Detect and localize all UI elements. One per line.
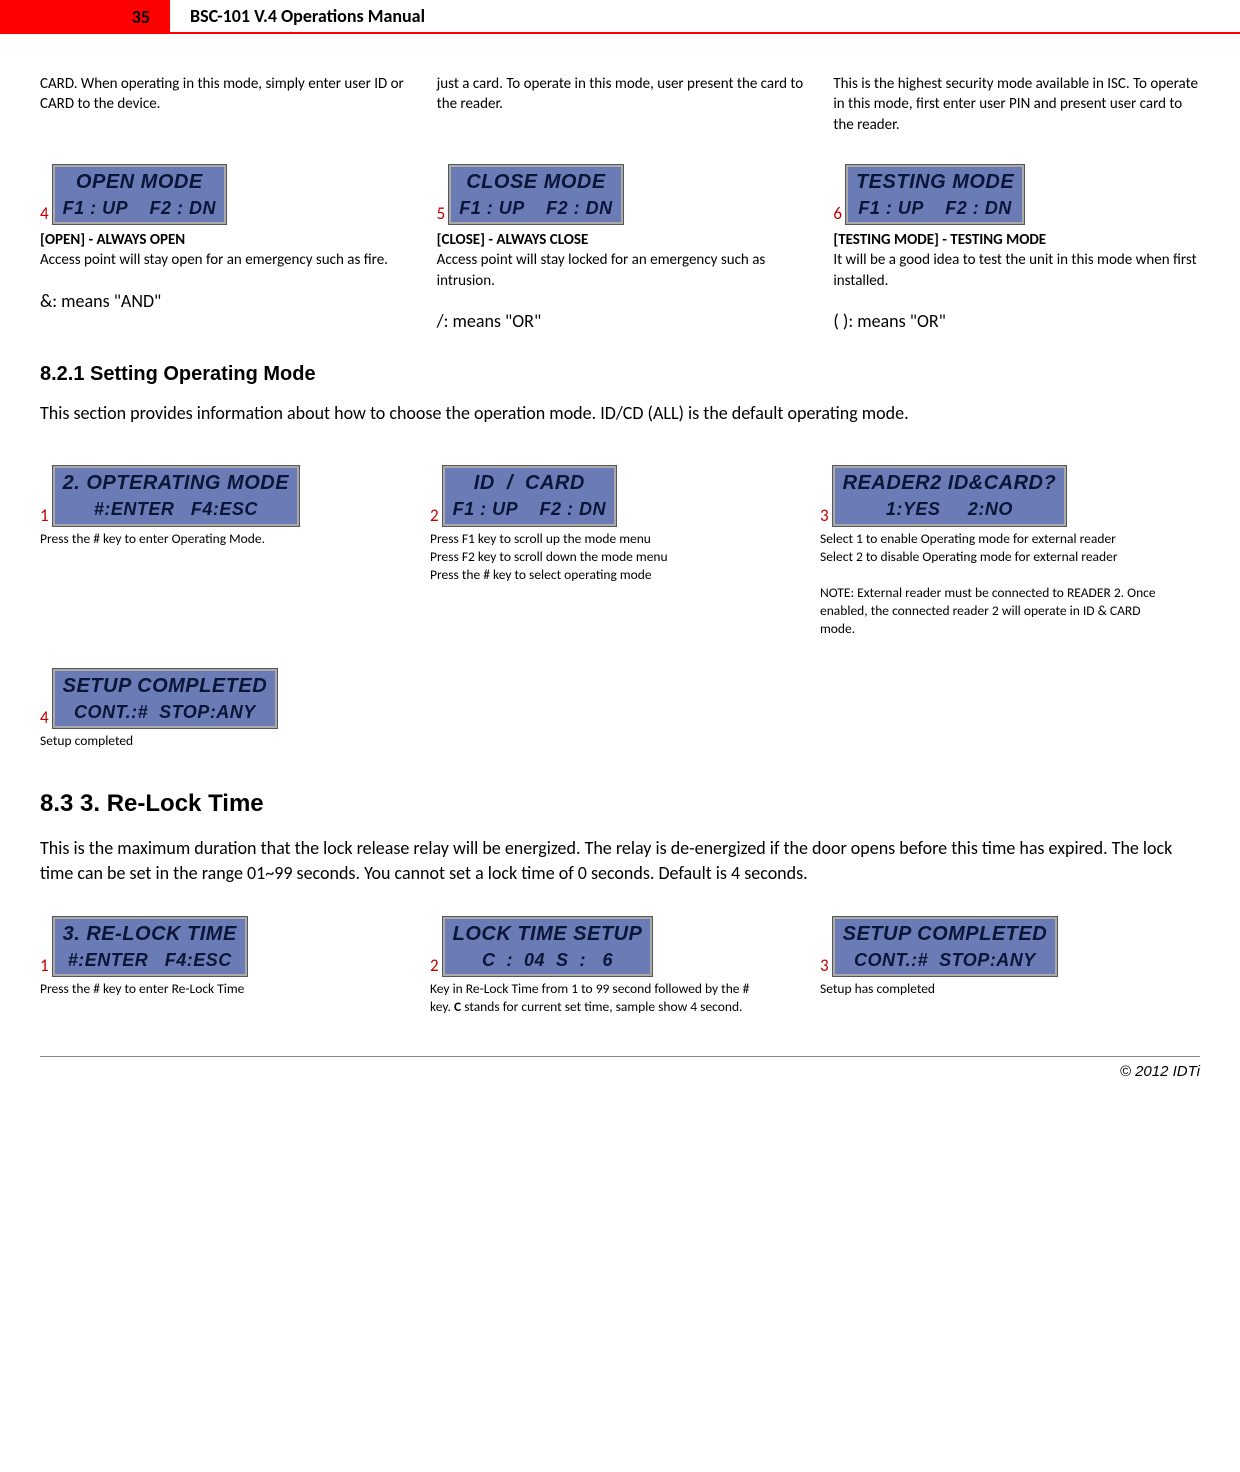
step-number: 4 [40, 707, 49, 730]
lcd-line1: READER2 ID&CARD? [843, 470, 1057, 497]
top-desc-3: This is the highest security mode availa… [833, 74, 1200, 135]
step-number: 3 [820, 955, 829, 978]
lcd-line1: LOCK TIME SETUP [453, 921, 643, 948]
step-caption: Select 1 to enable Operating mode for ex… [820, 530, 1160, 566]
mode-desc: Access point will stay open for an emerg… [40, 250, 407, 270]
legend-or-paren: ( ): means "OR" [833, 309, 1200, 333]
legend-and: &: means "AND" [40, 289, 407, 313]
lcd-line2: CONT.:# STOP:ANY [63, 700, 268, 724]
mode-desc: It will be a good idea to test the unit … [833, 250, 1200, 291]
step-number: 1 [40, 505, 49, 528]
lcd-display: READER2 ID&CARD? 1:YES 2:NO [833, 466, 1067, 525]
step-83-2: 2 LOCK TIME SETUP C : 04 S : 6 Key in Re… [430, 917, 770, 1017]
top-desc-row: CARD. When operating in this mode, simpl… [40, 74, 1200, 135]
mode-row: 4 OPEN MODE F1 : UP F2 : DN [OPEN] - ALW… [40, 165, 1200, 333]
lcd-line1: 2. OPTERATING MODE [63, 470, 289, 497]
heading-821: 8.2.1 Setting Operating Mode [40, 363, 1200, 386]
lcd-line2: F1 : UP F2 : DN [63, 196, 216, 220]
lcd-display: ID / CARD F1 : UP F2 : DN [443, 466, 616, 525]
caption-post: stands for current set time, sample show… [461, 998, 742, 1015]
step-number: 4 [40, 203, 49, 226]
lcd-line1: OPEN MODE [63, 169, 216, 196]
step-caption: Setup has completed [820, 980, 1160, 998]
manual-title: BSC-101 V.4 Operations Manual [170, 0, 1240, 34]
step-821-2: 2 ID / CARD F1 : UP F2 : DN Press F1 key… [430, 466, 770, 638]
step-number: 5 [437, 203, 446, 226]
lcd-line2: #:ENTER F4:ESC [63, 948, 237, 972]
lcd-display: SETUP COMPLETED CONT.:# STOP:ANY [53, 669, 278, 728]
lcd-display: OPEN MODE F1 : UP F2 : DN [53, 165, 226, 224]
step-caption: Key in Re-Lock Time from 1 to 99 second … [430, 980, 770, 1016]
mode-desc: Access point will stay locked for an eme… [437, 250, 804, 291]
lcd-display: 2. OPTERATING MODE #:ENTER F4:ESC [53, 466, 299, 525]
lcd-line2: #:ENTER F4:ESC [63, 497, 289, 521]
mode-open: 4 OPEN MODE F1 : UP F2 : DN [OPEN] - ALW… [40, 165, 407, 333]
lcd-display: TESTING MODE F1 : UP F2 : DN [846, 165, 1024, 224]
lcd-line2: 1:YES 2:NO [843, 497, 1057, 521]
steps-821-row1: 1 2. OPTERATING MODE #:ENTER F4:ESC Pres… [40, 466, 1200, 638]
mode-title: [TESTING MODE] - TESTING MODE [833, 230, 1200, 250]
page-header: 35 BSC-101 V.4 Operations Manual [0, 0, 1240, 34]
lcd-line1: CLOSE MODE [459, 169, 612, 196]
page-number: 35 [0, 0, 170, 34]
lcd-line2: F1 : UP F2 : DN [856, 196, 1014, 220]
body-83: This is the maximum duration that the lo… [40, 836, 1200, 886]
lcd-line1: 3. RE-LOCK TIME [63, 921, 237, 948]
step-number: 2 [430, 955, 439, 978]
lcd-display: SETUP COMPLETED CONT.:# STOP:ANY [833, 917, 1058, 976]
step-caption: Setup completed [40, 732, 380, 750]
step-number: 2 [430, 505, 439, 528]
lcd-line1: TESTING MODE [856, 169, 1014, 196]
heading-83: 8.3 3. Re-Lock Time [40, 790, 1200, 818]
step-caption: Press the # key to enter Re-Lock Time [40, 980, 380, 998]
step-caption: Press the # key to enter Operating Mode. [40, 530, 380, 548]
lcd-line1: ID / CARD [453, 470, 606, 497]
mode-close: 5 CLOSE MODE F1 : UP F2 : DN [CLOSE] - A… [437, 165, 804, 333]
steps-821-row2: 4 SETUP COMPLETED CONT.:# STOP:ANY Setup… [40, 669, 1200, 751]
steps-83-row1: 1 3. RE-LOCK TIME #:ENTER F4:ESC Press t… [40, 917, 1200, 1017]
step-821-1: 1 2. OPTERATING MODE #:ENTER F4:ESC Pres… [40, 466, 380, 638]
lcd-line2: CONT.:# STOP:ANY [843, 948, 1048, 972]
step-number: 6 [833, 203, 842, 226]
step-83-1: 1 3. RE-LOCK TIME #:ENTER F4:ESC Press t… [40, 917, 380, 1017]
lcd-line1: SETUP COMPLETED [843, 921, 1048, 948]
step-821-3: 3 READER2 ID&CARD? 1:YES 2:NO Select 1 t… [820, 466, 1160, 638]
page-footer: © 2012 IDTi [40, 1056, 1200, 1080]
step-number: 3 [820, 505, 829, 528]
body-821: This section provides information about … [40, 401, 1200, 426]
lcd-line2: C : 04 S : 6 [453, 948, 643, 972]
lcd-line2: F1 : UP F2 : DN [453, 497, 606, 521]
top-desc-1: CARD. When operating in this mode, simpl… [40, 74, 407, 135]
lcd-line1: SETUP COMPLETED [63, 673, 268, 700]
top-desc-2: just a card. To operate in this mode, us… [437, 74, 804, 135]
lcd-display: 3. RE-LOCK TIME #:ENTER F4:ESC [53, 917, 247, 976]
mode-title: [OPEN] - ALWAYS OPEN [40, 230, 407, 250]
step-note: NOTE: External reader must be connected … [820, 584, 1160, 639]
lcd-display: LOCK TIME SETUP C : 04 S : 6 [443, 917, 653, 976]
step-83-3: 3 SETUP COMPLETED CONT.:# STOP:ANY Setup… [820, 917, 1160, 1017]
mode-title: [CLOSE] - ALWAYS CLOSE [437, 230, 804, 250]
lcd-display: CLOSE MODE F1 : UP F2 : DN [449, 165, 622, 224]
step-caption: Press F1 key to scroll up the mode menu … [430, 530, 770, 585]
lcd-line2: F1 : UP F2 : DN [459, 196, 612, 220]
step-821-4: 4 SETUP COMPLETED CONT.:# STOP:ANY Setup… [40, 669, 380, 751]
legend-or-slash: /: means "OR" [437, 309, 804, 333]
mode-testing: 6 TESTING MODE F1 : UP F2 : DN [TESTING … [833, 165, 1200, 333]
step-number: 1 [40, 955, 49, 978]
